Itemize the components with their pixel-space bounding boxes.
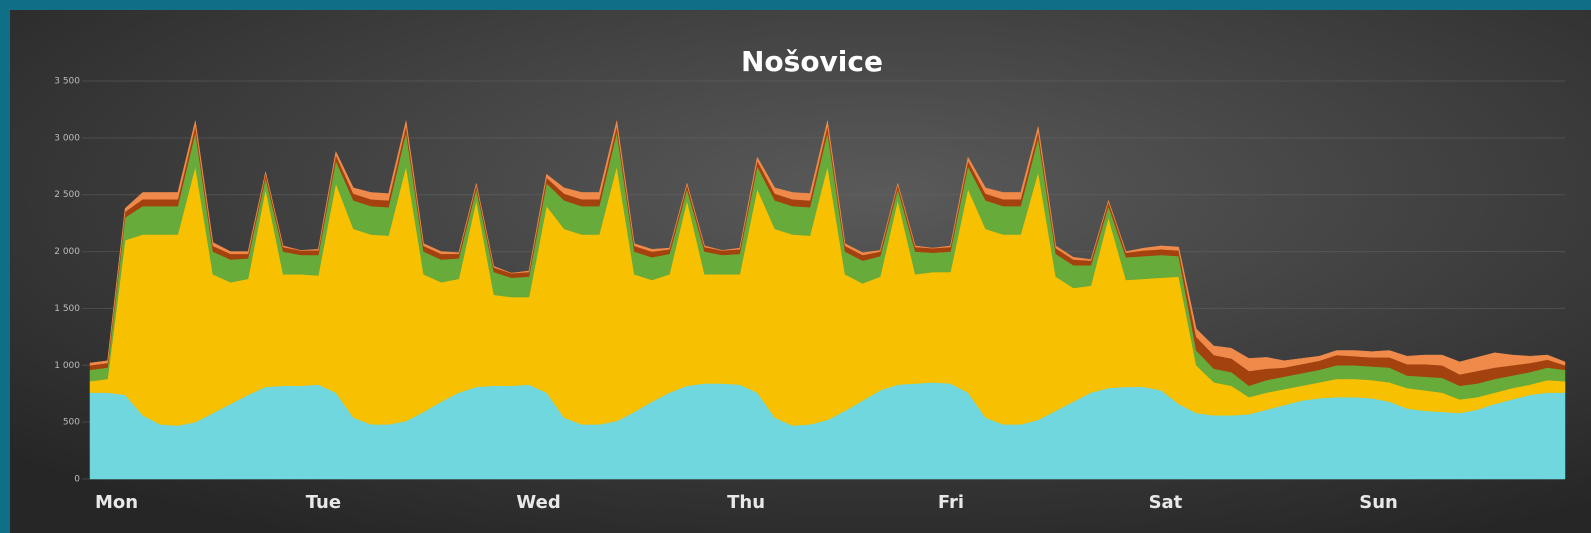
y-tick-label: 1 000 [54,361,80,371]
y-tick-label: 500 [63,418,80,428]
y-tick-label: 1 500 [54,304,80,314]
area [89,120,1566,375]
y-tick-label: 2 000 [54,247,80,257]
x-tick-label: Thu [727,492,765,513]
y-tick-label: 0 [74,475,80,485]
x-tick-label: Sun [1359,492,1398,513]
chart-title: Nošovice [741,45,883,78]
x-tick-label: Fri [938,492,964,513]
y-tick-label: 3 500 [54,77,80,87]
x-tick-label: Sat [1149,492,1183,513]
y-tick-label: 2 500 [54,190,80,200]
x-tick-label: Mon [95,492,138,513]
x-tick-label: Tue [306,492,341,513]
x-tick-label: Wed [516,492,560,513]
y-tick-label: 3 000 [54,133,80,143]
